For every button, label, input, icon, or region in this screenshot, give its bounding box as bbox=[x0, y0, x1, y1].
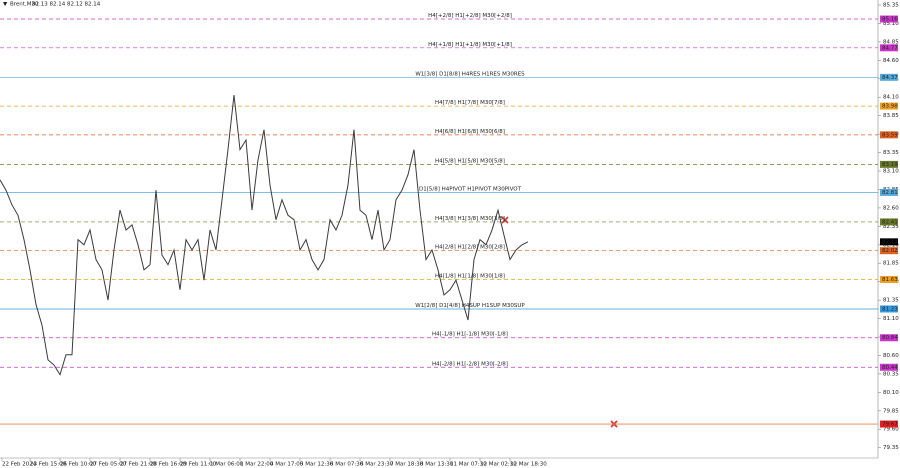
level-tag bbox=[880, 188, 898, 196]
y-tick-label: 83.35 bbox=[883, 150, 899, 156]
y-tick-label: 81.85 bbox=[883, 261, 899, 267]
current-price-tag bbox=[880, 238, 898, 246]
level-tag bbox=[880, 334, 898, 342]
y-tick-label: 84.85 bbox=[883, 39, 899, 45]
level-tag bbox=[880, 102, 898, 110]
level-tag bbox=[880, 305, 898, 313]
chart-subtitle: 82.13 82.14 82.12 82.14 bbox=[32, 2, 101, 8]
level-tag-label: 84.77 bbox=[882, 45, 898, 51]
level-tag bbox=[880, 44, 898, 52]
level-label: H4[3/8] H1[3/8] M30[3/8] bbox=[435, 216, 505, 222]
level-tag-label: 83.19 bbox=[882, 162, 898, 168]
level-label: H4[6/8] H1[6/8] M30[6/8] bbox=[435, 129, 505, 135]
level-tag bbox=[880, 15, 898, 23]
x-tick-label: 7 Mar 18:30 bbox=[390, 462, 424, 468]
y-tick-label: 80.60 bbox=[883, 353, 899, 359]
x-tick-label: 27 Feb 21:00 bbox=[120, 462, 157, 468]
level-label: H4[7/8] H1[7/8] M30[7/8] bbox=[435, 100, 505, 106]
x-tick-label: 29 Feb 11:00 bbox=[180, 462, 217, 468]
y-tick-label: 79.35 bbox=[883, 445, 899, 451]
symbol-arrow: ▼ bbox=[3, 2, 8, 8]
level-label: D1[5/8] H4PIVOT H1PIVOT M30PIVOT bbox=[419, 186, 522, 192]
marker-tag-label: 79.67 bbox=[882, 422, 898, 428]
y-tick-label: 83.85 bbox=[883, 113, 899, 119]
x-tick-label: 12 Mar 02:30 bbox=[480, 462, 517, 468]
y-tick-label: 84.10 bbox=[883, 95, 899, 101]
y-tick-label: 85.35 bbox=[883, 3, 899, 9]
y-tick-label: 80.10 bbox=[883, 390, 899, 396]
level-label: H4[5/8] H1[5/8] M30[5/8] bbox=[435, 158, 505, 164]
y-tick-label: 81.35 bbox=[883, 298, 899, 304]
y-tick-label: 82.35 bbox=[883, 224, 899, 230]
x-tick-label: 12 Mar 18:30 bbox=[510, 462, 547, 468]
level-tag bbox=[880, 247, 898, 255]
y-tick-label: 85.10 bbox=[883, 21, 899, 27]
level-tag bbox=[880, 363, 898, 371]
level-label: H4[+2/8] H1[+2/8] M30[+2/8] bbox=[428, 13, 512, 19]
level-tag-label: 85.16 bbox=[882, 17, 898, 23]
level-tag-label: 83.98 bbox=[882, 104, 898, 110]
x-tick-label: 11 Mar 07:30 bbox=[450, 462, 487, 468]
level-tag-label: 81.23 bbox=[882, 306, 898, 312]
level-label: H4[2/8] H1[2/8] M30[2/8] bbox=[435, 245, 505, 251]
level-tag-label: 81.63 bbox=[882, 277, 898, 283]
level-tag-label: 83.59 bbox=[882, 132, 898, 138]
x-tick-label: 1 Mar 22:00 bbox=[240, 462, 274, 468]
level-tag-label: 82.81 bbox=[882, 190, 898, 196]
level-label: W1[2/8] D1[4/8] H4SUP H1SUP M30SUP bbox=[415, 303, 525, 309]
level-label: H4[-1/8] H1[-1/8] M30[-1/8] bbox=[432, 332, 508, 338]
x-tick-label: 1 Mar 06:00 bbox=[210, 462, 244, 468]
level-tag-label: 80.84 bbox=[882, 335, 898, 341]
current-price-label: 82.14 bbox=[882, 239, 898, 245]
x-tick-label: 27 Feb 05:00 bbox=[90, 462, 127, 468]
x-tick-label: 8 Mar 13:30 bbox=[420, 462, 454, 468]
price-line bbox=[0, 94, 529, 376]
x-tick-label: 5 Mar 12:30 bbox=[300, 462, 334, 468]
level-tag bbox=[880, 131, 898, 139]
y-tick-label: 83.10 bbox=[883, 169, 899, 175]
level-label: H4[+1/8] H1[+1/8] M30[+1/8] bbox=[428, 42, 512, 48]
x-tick-label: 22 Feb 2024 bbox=[2, 462, 37, 468]
level-label: H4[-2/8] H1[-2/8] M30[-2/8] bbox=[432, 361, 508, 367]
level-tag-label: 82.02 bbox=[882, 248, 898, 254]
x-tick-label: 4 Mar 17:00 bbox=[270, 462, 304, 468]
level-tag bbox=[880, 73, 898, 81]
y-tick-label: 80.35 bbox=[883, 371, 899, 377]
y-tick-label: 81.10 bbox=[883, 316, 899, 322]
x-tick-label: 23 Feb 15:00 bbox=[30, 462, 67, 468]
marker-tag bbox=[880, 420, 898, 428]
x-tick-label: 28 Feb 16:00 bbox=[150, 462, 187, 468]
level-label: W1[3/8] D1[8/8] H4RES H1RES M30RES bbox=[415, 71, 525, 77]
y-tick-label: 82.60 bbox=[883, 205, 899, 211]
y-tick-label: 79.60 bbox=[883, 427, 899, 433]
level-tag bbox=[880, 218, 898, 226]
x-tick-label: 26 Feb 10:00 bbox=[60, 462, 97, 468]
level-label: H4[1/8] H1[1/8] M30[1/8] bbox=[435, 273, 505, 279]
y-tick-label: 84.60 bbox=[883, 58, 899, 64]
y-tick-label: 79.85 bbox=[883, 408, 899, 414]
level-tag bbox=[880, 160, 898, 168]
level-tag-label: 82.41 bbox=[882, 219, 898, 225]
level-tag-label: 84.37 bbox=[882, 75, 898, 81]
x-tick-label: 6 Mar 07:30 bbox=[330, 462, 364, 468]
level-tag bbox=[880, 275, 898, 283]
x-tick-label: 6 Mar 23:30 bbox=[360, 462, 394, 468]
level-tag-label: 80.44 bbox=[882, 365, 898, 371]
chart-title: Brent,M30 bbox=[10, 2, 39, 8]
